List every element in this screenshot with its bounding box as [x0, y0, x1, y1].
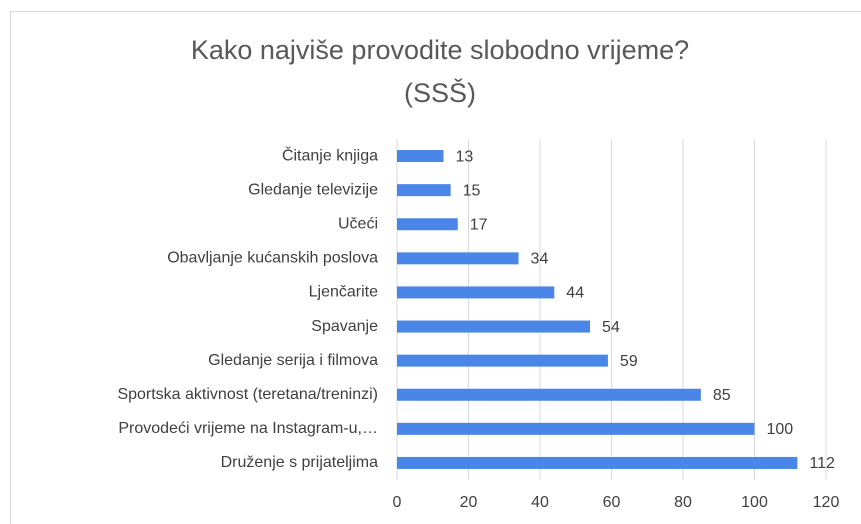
bar — [397, 354, 608, 367]
y-tick-label: Spavanje — [311, 318, 378, 335]
y-tick-label: Učeći — [338, 215, 378, 232]
bar — [397, 218, 458, 231]
y-tick-label: Sportska aktivnost (teretana/treninzi) — [117, 386, 378, 403]
data-label: 13 — [455, 148, 473, 165]
y-tick-label: Čitanje knjiga — [282, 145, 378, 164]
y-tick-label: Provodeći vrijeme na Instagram-u,… — [118, 420, 378, 437]
y-tick-label: Druženje s prijateljima — [221, 454, 378, 471]
bar — [397, 456, 798, 469]
bar — [397, 422, 755, 435]
bar — [397, 150, 444, 163]
x-tick-label: 60 — [603, 494, 621, 511]
x-tick-label: 120 — [813, 494, 840, 511]
data-label: 34 — [531, 251, 549, 268]
data-label: 54 — [602, 319, 620, 336]
chart-title: (SSŠ) — [404, 77, 476, 108]
y-tick-label: Ljenčarite — [309, 284, 378, 301]
y-tick-label: Gledanje televizije — [248, 181, 378, 198]
x-tick-label: 100 — [741, 494, 768, 511]
data-label: 112 — [809, 455, 835, 472]
bar — [397, 252, 519, 265]
chart-border — [10, 11, 861, 524]
bar — [397, 388, 701, 401]
bar — [397, 286, 555, 299]
bar — [397, 184, 451, 197]
data-label: 59 — [620, 353, 638, 370]
x-tick-label: 80 — [674, 494, 692, 511]
chart-title: Kako najviše provodite slobodno vrijeme? — [191, 35, 689, 65]
x-tick-label: 40 — [531, 494, 549, 511]
data-label: 44 — [566, 285, 584, 302]
data-label: 85 — [713, 387, 731, 404]
y-tick-label: Gledanje serija i filmova — [208, 352, 378, 369]
x-tick-label: 0 — [393, 494, 402, 511]
data-label: 15 — [463, 182, 481, 199]
data-label: 17 — [470, 216, 488, 233]
x-tick-label: 20 — [460, 494, 478, 511]
bar — [397, 320, 591, 333]
y-tick-label: Obavljanje kućanskih poslova — [167, 250, 378, 267]
data-label: 100 — [767, 421, 794, 438]
